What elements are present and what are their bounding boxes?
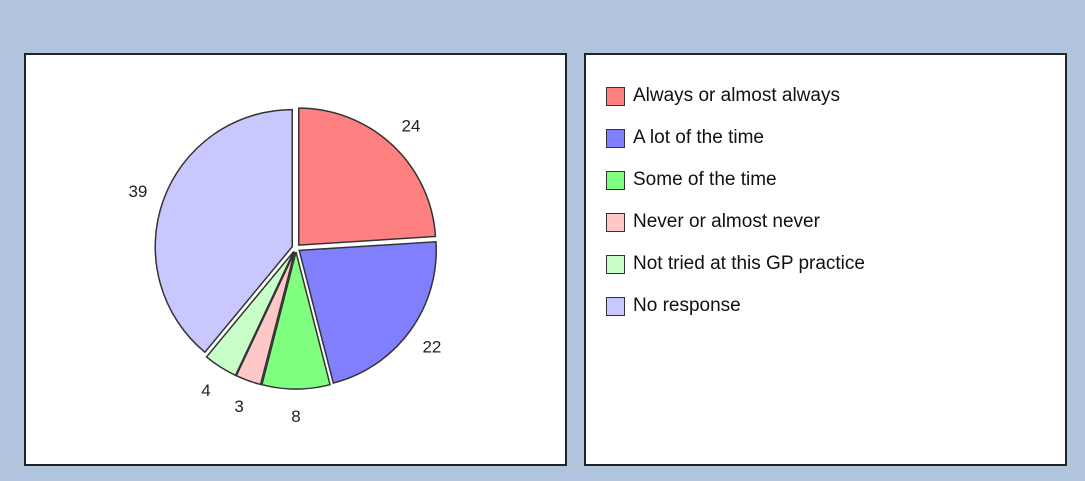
legend-swatch [606,254,625,274]
legend-item-some: Some of the time [606,159,865,201]
pie-slice-4 [235,251,296,386]
legend-swatch [606,296,625,316]
legend-label: No response [633,295,741,316]
pie-chart: 24 22 8 3 4 39 [128,107,441,426]
legend-item-a-lot: A lot of the time [606,117,865,159]
legend-swatch [606,212,625,232]
legend-label: Always or almost always [633,85,840,106]
legend-item-no-response: No response [606,285,865,327]
legend-panel: Always or almost always A lot of the tim… [584,53,1067,466]
pie-label-3: 8 [291,407,300,426]
pie-slice-1 [297,107,437,246]
pie-slice-6 [154,108,293,354]
pie-slice-3 [261,251,331,390]
legend-swatch [606,128,625,148]
pie-label-2: 22 [422,338,441,357]
pie-slice-2 [298,240,437,384]
legend-label: A lot of the time [633,127,764,148]
legend-item-never: Never or almost never [606,201,865,243]
pie-label-4: 3 [234,397,243,416]
legend-label: Some of the time [633,169,777,190]
pie-label-5: 4 [201,381,210,400]
pie-label-1: 24 [402,117,421,136]
legend-swatch [606,86,625,106]
legend-swatch [606,170,625,190]
legend-label: Never or almost never [633,211,820,232]
legend-label: Not tried at this GP practice [633,253,865,274]
pie-label-6: 39 [128,182,147,201]
legend-item-always: Always or almost always [606,75,865,117]
pie-slice-5 [205,250,295,377]
chart-panel: 24 22 8 3 4 39 [24,53,567,466]
legend: Always or almost always A lot of the tim… [606,75,865,327]
legend-item-not-tried: Not tried at this GP practice [606,243,865,285]
